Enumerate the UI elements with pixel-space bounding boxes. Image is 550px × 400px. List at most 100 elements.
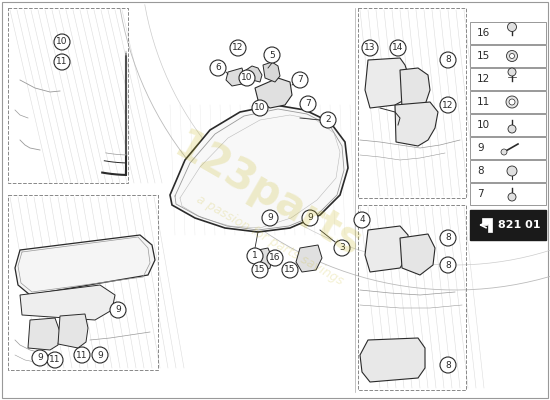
Circle shape	[508, 125, 516, 133]
Text: 13: 13	[364, 44, 376, 52]
Circle shape	[252, 100, 268, 116]
Circle shape	[262, 210, 278, 226]
Circle shape	[509, 99, 515, 105]
Text: 9: 9	[97, 350, 103, 360]
Circle shape	[47, 352, 63, 368]
Polygon shape	[15, 235, 155, 295]
Circle shape	[440, 230, 456, 246]
Text: 11: 11	[477, 97, 490, 107]
Circle shape	[264, 47, 280, 63]
Circle shape	[440, 257, 456, 273]
Polygon shape	[20, 285, 115, 320]
Text: 15: 15	[254, 266, 266, 274]
Circle shape	[320, 112, 336, 128]
Circle shape	[210, 60, 226, 76]
Text: 16: 16	[477, 28, 490, 38]
Polygon shape	[255, 78, 292, 108]
Text: 9: 9	[477, 143, 483, 153]
Polygon shape	[360, 338, 425, 382]
Text: 10: 10	[241, 74, 253, 82]
Polygon shape	[28, 318, 60, 350]
Polygon shape	[256, 248, 272, 272]
Circle shape	[354, 212, 370, 228]
FancyBboxPatch shape	[470, 183, 546, 205]
Text: 1: 1	[252, 252, 258, 260]
Text: 9: 9	[37, 354, 43, 362]
FancyBboxPatch shape	[470, 114, 546, 136]
FancyBboxPatch shape	[470, 91, 546, 113]
Circle shape	[509, 54, 514, 58]
Circle shape	[230, 40, 246, 56]
Text: 8: 8	[445, 56, 451, 64]
Text: 9: 9	[115, 306, 121, 314]
Text: 8: 8	[477, 166, 483, 176]
Text: 12: 12	[477, 74, 490, 84]
Polygon shape	[226, 68, 244, 86]
Text: 12: 12	[232, 44, 244, 52]
Text: 7: 7	[297, 76, 303, 84]
Text: 8: 8	[445, 260, 451, 270]
Polygon shape	[400, 234, 435, 275]
Polygon shape	[482, 218, 492, 232]
FancyBboxPatch shape	[470, 22, 546, 44]
Circle shape	[508, 193, 516, 201]
Circle shape	[110, 302, 126, 318]
Polygon shape	[246, 66, 262, 82]
FancyBboxPatch shape	[470, 137, 546, 159]
Circle shape	[54, 34, 70, 50]
Circle shape	[507, 50, 518, 62]
FancyBboxPatch shape	[470, 68, 546, 90]
Text: 14: 14	[392, 44, 404, 52]
Circle shape	[334, 240, 350, 256]
Circle shape	[54, 54, 70, 70]
Text: 10: 10	[56, 38, 68, 46]
Polygon shape	[365, 226, 410, 272]
Text: 821 01: 821 01	[498, 220, 541, 230]
Polygon shape	[170, 105, 348, 232]
Circle shape	[32, 350, 48, 366]
Circle shape	[92, 347, 108, 363]
Circle shape	[282, 262, 298, 278]
Text: 9: 9	[267, 214, 273, 222]
Text: 7: 7	[477, 189, 483, 199]
Text: 3: 3	[339, 244, 345, 252]
Polygon shape	[58, 314, 88, 348]
Polygon shape	[400, 68, 430, 112]
Text: 12: 12	[442, 100, 454, 110]
Circle shape	[508, 22, 516, 32]
Text: 8: 8	[445, 234, 451, 242]
Text: 2: 2	[325, 116, 331, 124]
Circle shape	[300, 96, 316, 112]
Text: a passion for parts savings: a passion for parts savings	[194, 192, 346, 288]
Text: 11: 11	[50, 356, 60, 364]
Circle shape	[507, 166, 517, 176]
Circle shape	[247, 248, 263, 264]
Text: 123parts: 123parts	[167, 124, 370, 266]
Circle shape	[362, 40, 378, 56]
Text: 11: 11	[56, 58, 68, 66]
Text: 4: 4	[359, 216, 365, 224]
Circle shape	[267, 250, 283, 266]
Circle shape	[508, 68, 516, 76]
Text: 10: 10	[254, 104, 266, 112]
Text: 16: 16	[270, 254, 280, 262]
FancyBboxPatch shape	[470, 210, 546, 240]
Text: 5: 5	[269, 50, 275, 60]
Circle shape	[506, 96, 518, 108]
Polygon shape	[365, 58, 410, 108]
Circle shape	[390, 40, 406, 56]
Text: 15: 15	[477, 51, 490, 61]
Circle shape	[239, 70, 255, 86]
Circle shape	[302, 210, 318, 226]
FancyBboxPatch shape	[470, 160, 546, 182]
Circle shape	[501, 149, 507, 155]
Circle shape	[440, 357, 456, 373]
Text: 15: 15	[284, 266, 296, 274]
FancyBboxPatch shape	[470, 45, 546, 67]
Text: 11: 11	[76, 350, 88, 360]
Polygon shape	[263, 62, 280, 82]
Text: 9: 9	[307, 214, 313, 222]
Circle shape	[74, 347, 90, 363]
Circle shape	[440, 52, 456, 68]
Circle shape	[292, 72, 308, 88]
